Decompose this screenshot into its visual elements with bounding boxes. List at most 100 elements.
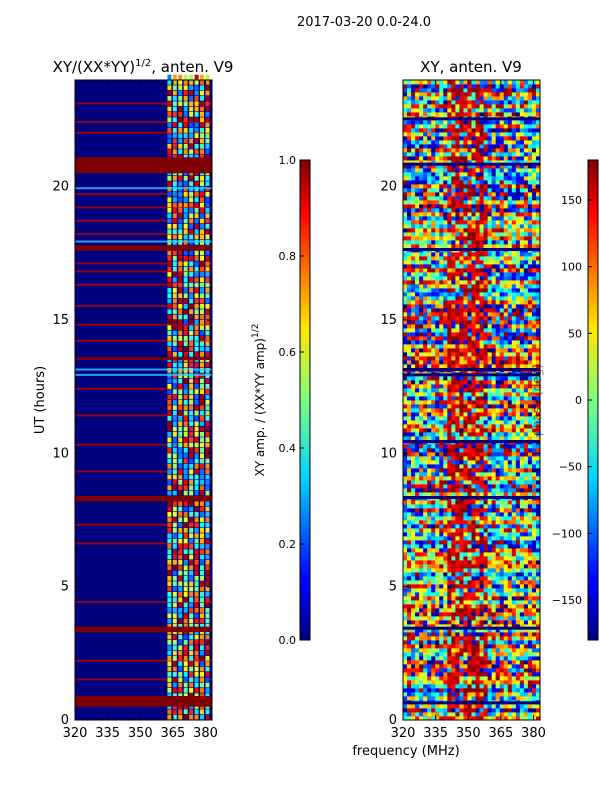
left-heat-cell [183,298,188,304]
right-heat-cell [487,448,493,453]
right-heat-cell [455,264,460,269]
right-heat-cell [479,488,484,493]
left-heat-cell [172,149,177,155]
x-tick-label: 320 [63,726,88,741]
left-heat-cell [194,645,199,651]
right-heat-cell [463,412,468,417]
right-heat-cell [471,304,476,309]
left-heat-cell [205,560,210,565]
right-heat-cell [403,460,408,465]
right-heat-cell [403,624,408,629]
left-heat-cell [205,256,210,261]
left-heat-cell [194,480,199,485]
right-heat-cell [487,344,493,349]
right-heat-cell [455,692,460,697]
right-heat-cell [411,352,416,357]
right-heat-cell [427,256,432,261]
right-heat-cell [519,476,525,481]
left-heat-cell [183,405,188,411]
right-heat-cell [495,436,501,441]
right-heat-cell [439,428,444,433]
right-heat-cell [487,380,493,385]
right-heat-cell [523,512,529,517]
right-heat-cell [443,688,448,693]
right-heat-cell [523,316,529,321]
right-heat-cell [507,316,513,321]
right-heat-cell [423,644,428,649]
left-heat-cell [189,480,194,485]
right-heat-cell [535,396,541,401]
right-heat-cell [443,556,448,561]
right-heat-cell [439,672,444,677]
right-heat-cell [535,632,541,637]
right-heat-cell [419,576,424,581]
right-heat-cell [495,612,501,617]
left-flag-band [75,245,212,251]
right-heat-cell [459,436,464,441]
right-heat-cell [527,520,533,525]
right-heat-cell [535,636,541,641]
right-heat-cell [431,492,436,497]
left-heat-cell [172,576,177,581]
left-heat-cell [205,277,210,283]
right-heat-cell [435,620,440,625]
right-heat-cell [491,432,497,437]
right-heat-cell [495,280,501,285]
right-heat-cell [423,608,428,613]
right-heat-cell [511,336,517,341]
right-heat-cell [419,532,424,537]
right-heat-cell [527,332,533,337]
left-heat-cell [183,266,188,272]
right-heat-cell [487,640,493,645]
right-heat-cell [491,300,497,305]
left-heat-cell [200,336,205,341]
right-heat-cell [471,604,476,609]
right-heat-cell [415,504,420,509]
right-heat-cell [451,396,456,401]
left-heat-cell [183,570,188,576]
right-heat-cell [439,612,444,617]
right-heat-cell [423,704,428,709]
right-heat-cell [427,708,432,713]
right-heat-cell [471,716,476,721]
right-heat-cell [431,436,436,441]
left-heat-cell [189,117,194,123]
right-heat-cell [511,628,517,633]
right-heat-cell [535,332,541,337]
right-heat-cell [415,388,420,393]
right-heat-cell [403,380,408,385]
right-heat-cell [447,280,452,285]
right-heat-cell [531,364,537,369]
left-heat-cell [183,346,188,352]
right-heat-cell [451,428,456,433]
left-heat-cell [205,197,210,203]
right-heat-cell [467,624,472,629]
right-heat-cell [515,448,521,453]
right-heat-cell [467,696,472,701]
right-heat-cell [427,492,432,497]
left-heat-cell [205,74,210,80]
left-heat-cell [189,336,194,341]
right-heat-cell [415,348,420,353]
right-heat-cell [415,492,420,497]
right-heat-cell [427,432,432,437]
right-heat-cell [515,704,521,709]
left-heat-cell [189,352,194,357]
right-heat-cell [411,452,416,457]
right-heat-cell [475,640,480,645]
right-heat-cell [463,484,468,489]
right-heat-cell [519,264,525,269]
right-heat-cell [487,704,493,709]
left-heat-cell [200,266,205,272]
right-heat-cell [419,456,424,461]
right-heat-cell [495,604,501,609]
right-heat-cell [431,544,436,549]
right-heat-cell [511,292,517,297]
right-heat-cell [471,456,476,461]
right-heat-cell [439,468,444,473]
right-heat-cell [495,560,501,565]
right-heat-cell [455,356,460,361]
right-heat-cell [411,332,416,337]
right-heat-cell [507,396,513,401]
right-heat-cell [419,680,424,685]
